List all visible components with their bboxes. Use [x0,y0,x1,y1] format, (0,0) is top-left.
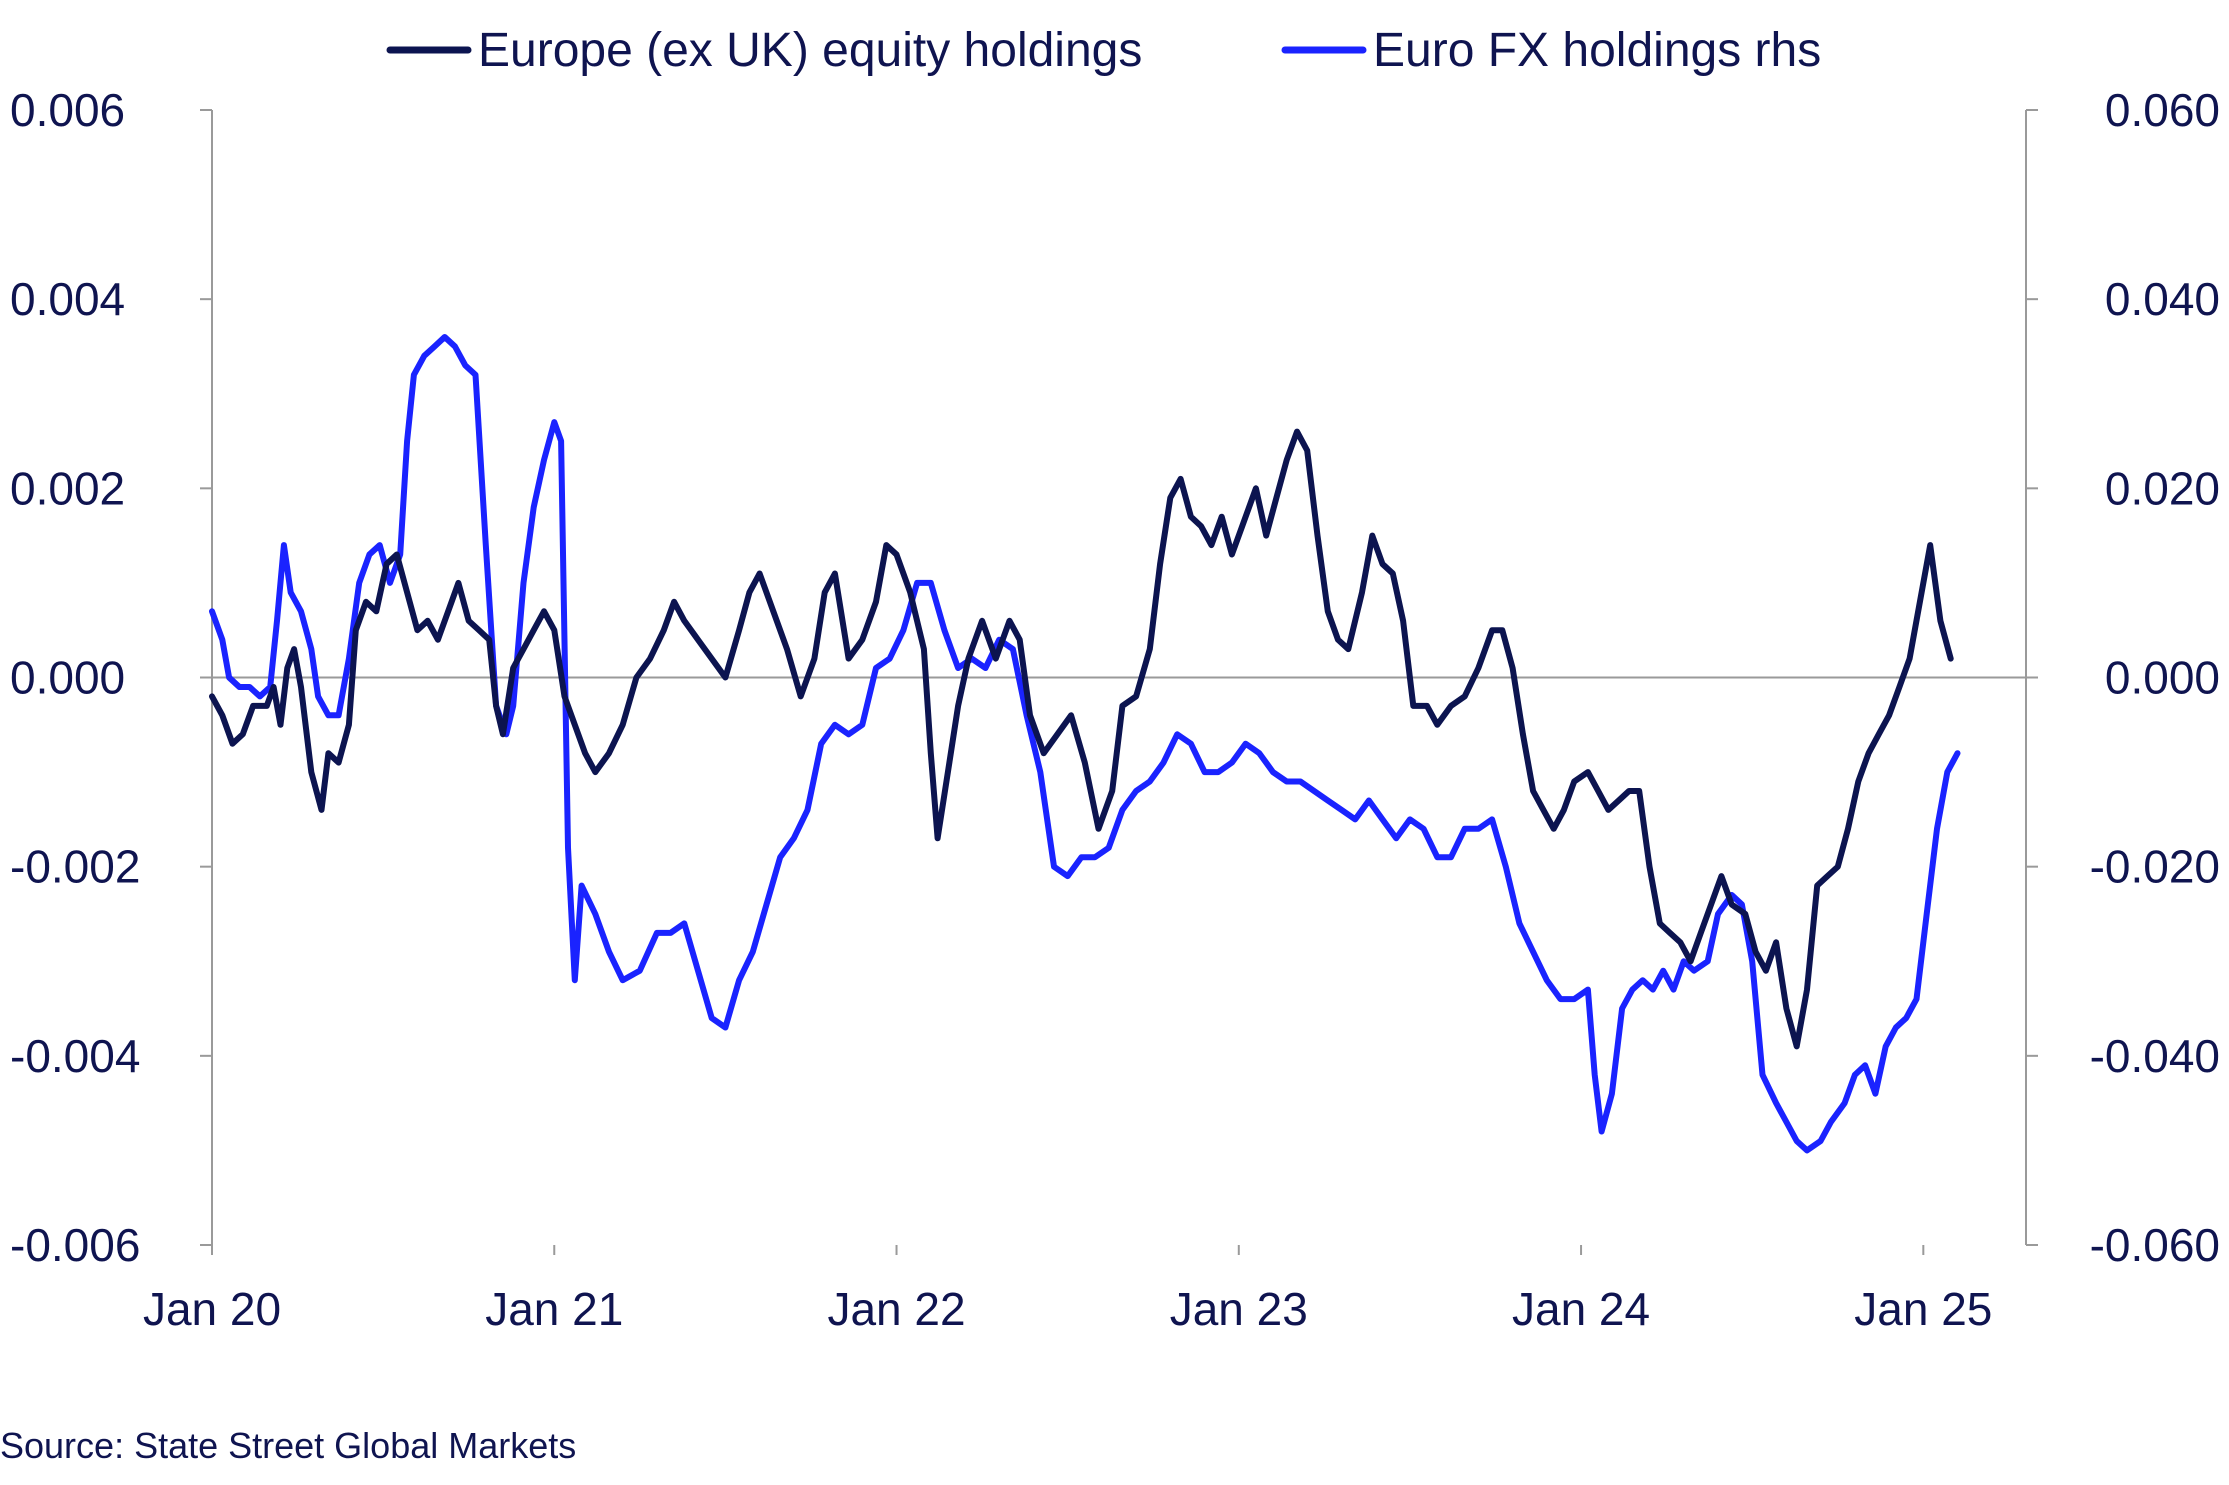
right-tick-label: 0.040 [2105,273,2220,325]
right-tick-label: 0.060 [2105,84,2220,136]
axes: 0.006 0.004 0.002 0.000 -0.002 -0.004 -0.006 0.… [10,84,2220,1335]
right-tick-label: -0.020 [2090,841,2220,893]
right-tick-label: 0.000 [2105,652,2220,704]
right-tick-label: 0.020 [2105,462,2220,514]
left-tick-label: -0.006 [10,1219,140,1271]
left-tick-label: -0.004 [10,1030,140,1082]
left-tick-label: 0.004 [10,273,125,325]
left-tick-label: -0.002 [10,841,140,893]
x-tick-label: Jan 20 [143,1283,281,1335]
series-line-fx [209,334,1961,1154]
left-tick-label: 0.006 [10,84,125,136]
right-tick-label: -0.060 [2090,1219,2220,1271]
x-tick-label: Jan 25 [1854,1283,1992,1335]
x-tick-label: Jan 24 [1512,1283,1650,1335]
legend-label-equity: Europe (ex UK) equity holdings [478,24,1142,77]
x-tick-label: Jan 22 [827,1283,965,1335]
left-tick-label: 0.002 [10,462,125,514]
series-group [209,334,1961,1154]
series-line-equity [209,428,1954,1050]
left-tick-label: 0.000 [10,652,125,704]
right-tick-label: -0.040 [2090,1030,2220,1082]
x-tick-label: Jan 21 [485,1283,623,1335]
x-tick-label: Jan 23 [1170,1283,1308,1335]
source-note: Source: State Street Global Markets [0,1425,577,1466]
legend: Europe (ex UK) equity holdings Euro FX h… [386,24,1821,77]
legend-label-fx: Euro FX holdings rhs [1373,24,1821,77]
